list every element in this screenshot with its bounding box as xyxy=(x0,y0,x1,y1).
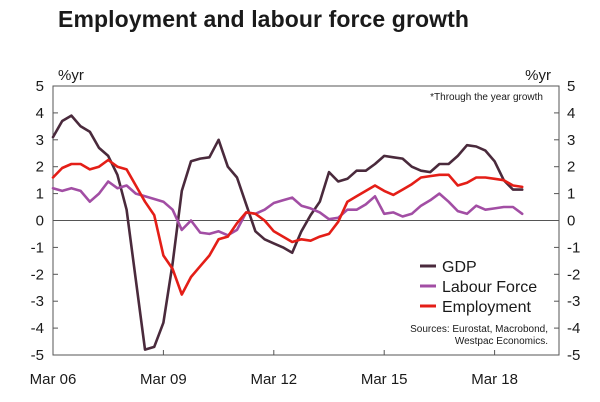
y-tick-label-right: 1 xyxy=(567,186,575,203)
series-line-gdp xyxy=(51,114,524,351)
y-tick-label-right: -2 xyxy=(567,266,580,283)
y-tick-label-right: 0 xyxy=(567,213,575,230)
y-tick-label-left: 0 xyxy=(36,213,44,230)
y-tick-label-left: -2 xyxy=(31,266,44,283)
series-layer xyxy=(51,114,524,351)
y-tick-label-left: -4 xyxy=(31,320,44,337)
x-tick-label: Mar 09 xyxy=(140,371,187,388)
chart-title: Employment and labour force growth xyxy=(58,6,470,32)
source-line: Westpac Economics. xyxy=(455,336,548,347)
legend-label-gdp: GDP xyxy=(442,259,477,276)
legend-layer: GDP Labour Force Employment xyxy=(420,259,537,316)
y-tick-label-right: 2 xyxy=(567,159,575,176)
y-tick-label-right: -5 xyxy=(567,347,580,364)
source-line: Sources: Eurostat, Macrobond, xyxy=(410,324,548,335)
x-tick-label: Mar 18 xyxy=(471,371,518,388)
y-tick-label-right: 4 xyxy=(567,105,575,122)
x-tick-label: Mar 15 xyxy=(361,371,408,388)
y-tick-label-right: -3 xyxy=(567,293,580,310)
y-tick-label-left: 2 xyxy=(36,159,44,176)
legend-label-labour-force: Labour Force xyxy=(442,279,537,296)
y-tick-label-left: 4 xyxy=(36,105,44,122)
annotation-note: *Through the year growth xyxy=(430,92,543,103)
y-unit-left: %yr xyxy=(58,67,84,84)
series-line-employment xyxy=(51,158,524,296)
y-tick-label-right: -4 xyxy=(567,320,580,337)
series-line-labour-force xyxy=(51,180,524,237)
legend-label-employment: Employment xyxy=(442,299,531,316)
y-tick-label-right: -1 xyxy=(567,239,580,256)
x-tick-label: Mar 06 xyxy=(30,371,77,388)
y-tick-label-left: 3 xyxy=(36,132,44,149)
y-tick-label-right: 3 xyxy=(567,132,575,149)
annot-layer: *Through the year growth Sources: Eurosta… xyxy=(410,92,548,347)
y-tick-label-left: -1 xyxy=(31,239,44,256)
ticks-layer: 5 5 4 4 3 3 2 2 1 1 0 0 -1 -1 -2 -2 -3 -3 -4 -4 -5 -5 %yr %yr Ma… xyxy=(30,67,581,388)
x-tick-label: Mar 12 xyxy=(250,371,297,388)
y-tick-label-left: -3 xyxy=(31,293,44,310)
y-tick-label-left: 5 xyxy=(36,78,44,95)
y-unit-right: %yr xyxy=(525,67,551,84)
y-tick-label-right: 5 xyxy=(567,78,575,95)
y-tick-label-left: 1 xyxy=(36,186,44,203)
y-tick-label-left: -5 xyxy=(31,347,44,364)
